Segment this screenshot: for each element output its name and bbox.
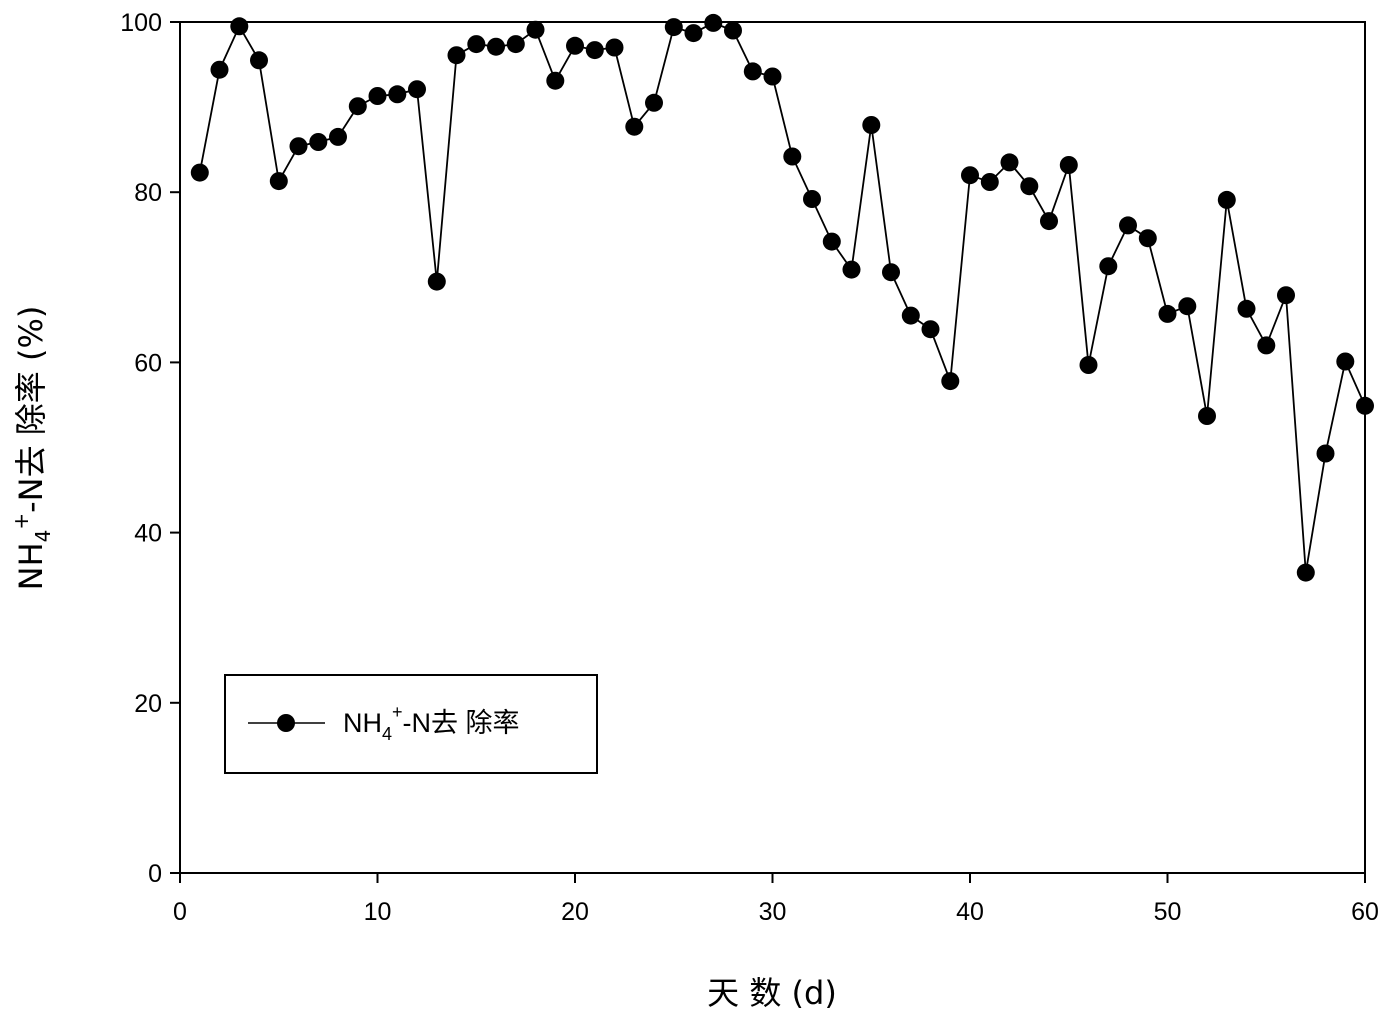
y-axis-title-sup: + <box>9 513 33 530</box>
data-point <box>664 18 683 37</box>
legend-marker-swatch <box>277 714 295 732</box>
data-point <box>1316 444 1335 463</box>
data-point <box>566 36 584 55</box>
data-point <box>625 117 644 136</box>
data-point <box>427 272 446 291</box>
y-axis-ticks: 0 20 40 60 80 100 <box>120 9 180 888</box>
data-point <box>408 80 426 99</box>
data-point <box>1059 156 1078 174</box>
data-point <box>1119 216 1137 235</box>
data-point <box>190 163 209 182</box>
y-tick-label: 20 <box>134 690 162 718</box>
data-point <box>1296 563 1315 582</box>
data-point <box>309 133 328 151</box>
legend-label-sup: + <box>392 702 403 722</box>
data-point <box>250 51 268 70</box>
data-point <box>605 38 624 57</box>
data-point <box>467 35 486 54</box>
data-point <box>684 24 703 43</box>
data-point <box>1198 407 1216 425</box>
data-point <box>447 46 466 65</box>
data-point <box>961 166 979 185</box>
x-tick-label: 40 <box>956 898 984 926</box>
y-tick-label: 40 <box>134 520 162 548</box>
data-point <box>822 232 841 251</box>
data-point <box>743 62 762 81</box>
data-point <box>1138 229 1157 248</box>
x-tick-label: 30 <box>759 898 787 926</box>
legend-label-sub: 4 <box>382 724 392 744</box>
data-point <box>1257 336 1276 355</box>
y-axis-title-rest: -N去 除率 (%) <box>12 306 50 513</box>
data-point <box>862 116 881 134</box>
data-point <box>645 93 663 112</box>
data-point <box>1178 297 1197 316</box>
legend: NH4+-N去 除率 <box>224 674 598 774</box>
y-axis-title-sub: 4 <box>31 530 55 543</box>
data-point <box>763 67 782 86</box>
data-point <box>1000 153 1019 172</box>
legend-label: NH4+-N去 除率 <box>343 702 520 744</box>
data-point <box>1040 212 1058 231</box>
x-axis-ticks: 0 10 20 30 40 50 60 <box>173 873 1379 926</box>
y-axis-title: NH4+-N去 除率 (%) <box>9 306 55 591</box>
data-point <box>526 20 545 39</box>
data-point <box>269 172 288 191</box>
legend-label-rest: -N去 除率 <box>403 708 520 738</box>
data-point <box>388 85 407 104</box>
x-tick-label: 20 <box>561 898 589 926</box>
data-point <box>289 137 308 156</box>
x-tick-label: 50 <box>1154 898 1182 926</box>
data-point <box>1217 190 1236 209</box>
y-tick-label: 80 <box>134 179 162 207</box>
data-point <box>1277 286 1295 305</box>
data-point <box>704 13 723 32</box>
series-layer <box>190 13 1374 582</box>
data-point <box>506 35 525 54</box>
data-point <box>980 173 999 191</box>
data-point <box>1336 352 1355 371</box>
data-point <box>1237 299 1256 318</box>
data-point <box>941 372 960 391</box>
data-point <box>803 190 821 208</box>
data-point <box>1158 304 1177 323</box>
data-point <box>1356 396 1374 415</box>
x-tick-label: 10 <box>364 898 392 926</box>
data-point <box>230 17 249 36</box>
data-point <box>842 260 861 279</box>
data-point <box>210 60 229 79</box>
data-point <box>329 127 347 146</box>
x-tick-label: 60 <box>1351 898 1379 926</box>
data-point <box>1099 257 1118 276</box>
data-point <box>368 87 387 105</box>
data-point <box>487 37 505 56</box>
legend-label-base: NH <box>343 708 382 738</box>
y-axis-title-base: NH <box>12 542 50 590</box>
y-tick-label: 0 <box>148 860 162 888</box>
data-point <box>546 71 565 90</box>
data-point <box>901 306 920 325</box>
data-point <box>921 320 940 339</box>
data-point <box>1079 356 1098 374</box>
x-axis-title: 天 数 (d) <box>707 974 837 1012</box>
data-point <box>882 263 900 282</box>
data-point <box>724 21 742 40</box>
data-point <box>585 41 604 60</box>
x-tick-label: 0 <box>173 898 187 926</box>
data-point <box>1020 177 1039 196</box>
data-point <box>783 147 802 166</box>
data-point <box>348 97 367 116</box>
y-tick-label: 100 <box>120 9 162 37</box>
y-tick-label: 60 <box>134 349 162 377</box>
